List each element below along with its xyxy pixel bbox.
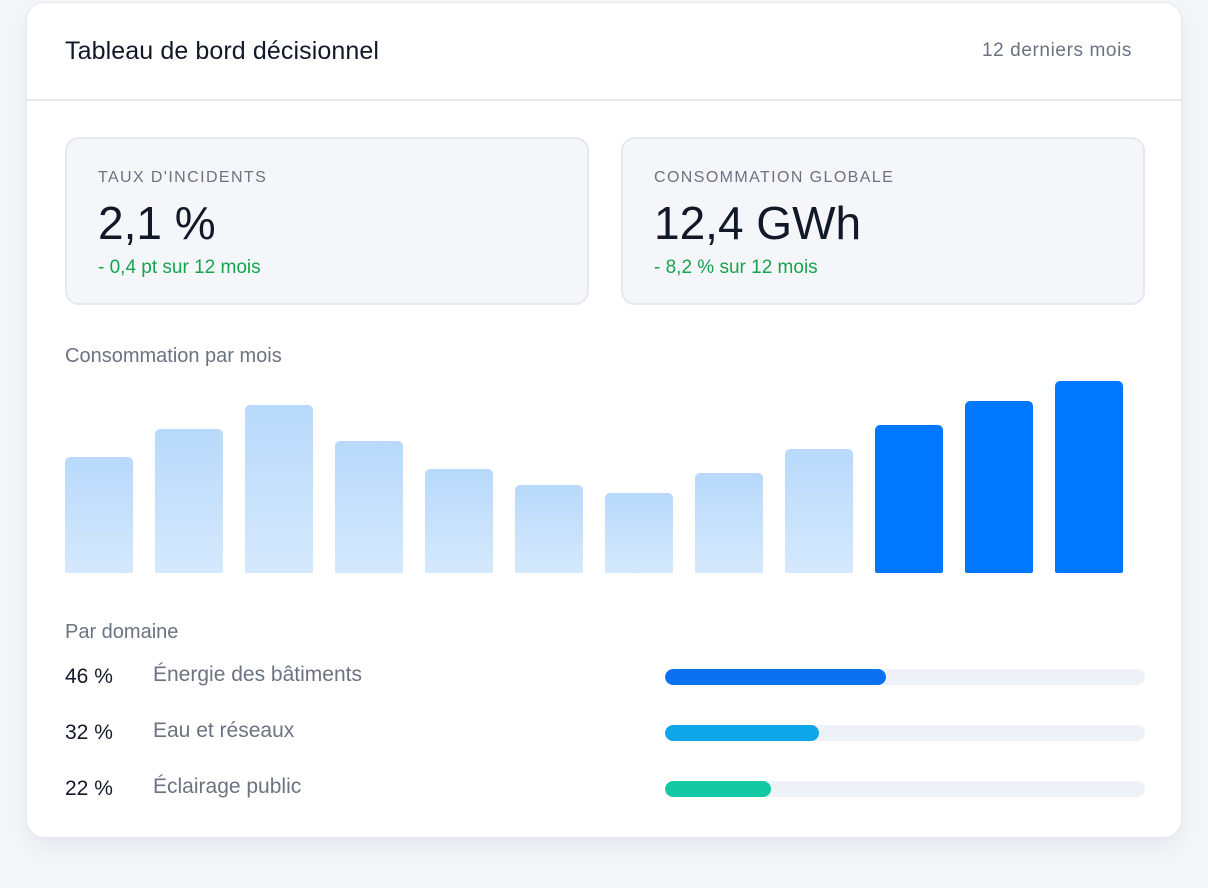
domain-row-water: 32 % Eau et réseaux: [65, 713, 1145, 753]
progress-track: [665, 781, 1145, 797]
domain-percent: 22 %: [65, 777, 113, 800]
domain-percent: 46 %: [65, 665, 113, 688]
dashboard-title: Tableau de bord décisionnel: [65, 36, 380, 65]
chart-bar: [1055, 381, 1123, 573]
domain-name: Eau et réseaux: [153, 719, 295, 742]
progress-fill: [665, 669, 886, 685]
domain-percent: 32 %: [65, 721, 113, 744]
card-header: Tableau de bord décisionnel 12 derniers …: [27, 3, 1181, 101]
chart-bar: [155, 429, 223, 573]
chart-bar: [965, 401, 1033, 573]
chart-bar: [695, 473, 763, 573]
progress-track: [665, 725, 1145, 741]
period-selector[interactable]: 12 derniers mois: [981, 40, 1132, 61]
chart-bar: [605, 493, 673, 573]
monthly-consumption-chart: [65, 381, 1123, 573]
kpi-card-incidents: TAUX D'INCIDENTS 2,1 % - 0,4 pt sur 12 m…: [65, 137, 589, 305]
chart-title: Consommation par mois: [65, 345, 282, 367]
kpi-label: CONSOMMATION GLOBALE: [654, 169, 895, 186]
chart-bar: [515, 485, 583, 573]
domain-name: Énergie des bâtiments: [153, 663, 362, 686]
chart-bar: [785, 449, 853, 573]
kpi-card-consumption: CONSOMMATION GLOBALE 12,4 GWh - 8,2 % su…: [621, 137, 1145, 305]
dashboard-card: Tableau de bord décisionnel 12 derniers …: [26, 2, 1182, 838]
domain-row-lighting: 22 % Éclairage public: [65, 769, 1145, 809]
chart-bar: [425, 469, 493, 573]
chart-bar: [245, 405, 313, 573]
chart-bar: [65, 457, 133, 573]
kpi-delta: - 0,4 pt sur 12 mois: [98, 257, 261, 278]
kpi-label: TAUX D'INCIDENTS: [98, 169, 268, 186]
kpi-delta: - 8,2 % sur 12 mois: [654, 257, 818, 278]
chart-bar: [875, 425, 943, 573]
kpi-value: 12,4 GWh: [654, 197, 862, 249]
chart-bar: [335, 441, 403, 573]
domain-row-buildings: 46 % Énergie des bâtiments: [65, 657, 1145, 697]
progress-fill: [665, 781, 771, 797]
progress-fill: [665, 725, 819, 741]
progress-track: [665, 669, 1145, 685]
domain-section-title: Par domaine: [65, 621, 179, 643]
kpi-value: 2,1 %: [98, 197, 216, 249]
domain-name: Éclairage public: [153, 775, 302, 798]
